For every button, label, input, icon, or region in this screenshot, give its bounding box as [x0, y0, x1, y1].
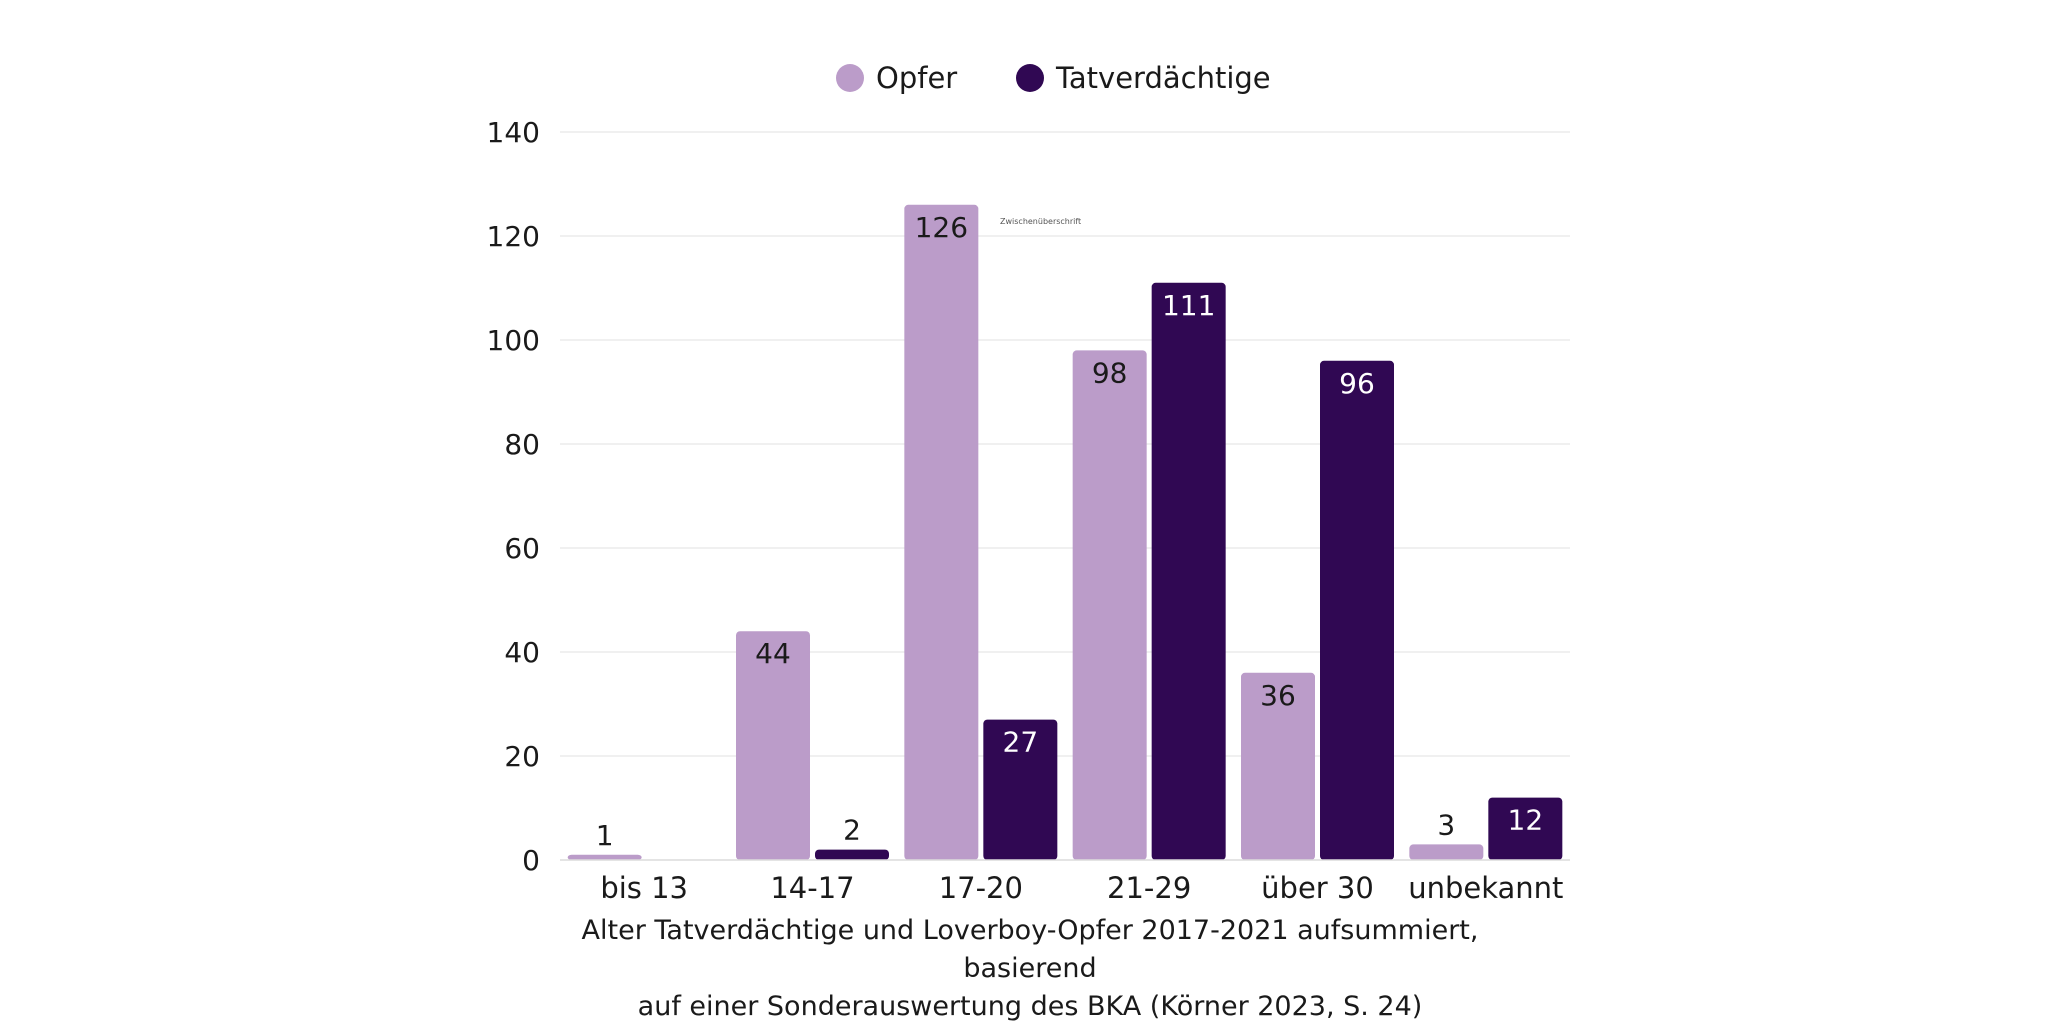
- bar-opfer-3: [904, 204, 979, 861]
- bar-opfer-5: [1241, 672, 1315, 860]
- caption-line-1: Alter Tatverdächtige und Loverboy-Opfer …: [581, 915, 1479, 984]
- data-label-opfer: 98: [1092, 356, 1128, 389]
- y-tick-label: 40: [504, 636, 540, 669]
- x-tick-label: über 30: [1261, 871, 1374, 905]
- bar-tatverd-chtige-6: [1488, 797, 1563, 860]
- x-tick-label: 14-17: [770, 871, 854, 905]
- chart-caption: Alter Tatverdächtige und Loverboy-Opfer …: [540, 912, 1520, 1026]
- data-label-opfer: 44: [755, 637, 791, 670]
- bar-tatverd-chtige-4: [1151, 282, 1226, 860]
- legend-label-tatverd-chtige: Tatverdächtige: [1055, 61, 1271, 95]
- x-tick-label: 17-20: [939, 871, 1023, 905]
- legend-marker-tatverd-chtige: [1016, 64, 1044, 92]
- bar-tatverd-chtige-2: [815, 849, 889, 860]
- legend-marker-opfer: [836, 64, 864, 92]
- x-tick-label: 21-29: [1107, 871, 1191, 905]
- chart-annotation: Zwischenüberschrift: [1000, 217, 1081, 226]
- y-tick-label: 20: [504, 740, 540, 773]
- y-tick-label: 80: [504, 428, 540, 461]
- data-label-opfer: 3: [1437, 808, 1455, 841]
- x-tick-label: bis 13: [600, 871, 688, 905]
- y-tick-label: 60: [504, 532, 540, 565]
- bar-tatverd-chtige-5: [1320, 360, 1394, 860]
- bar-opfer-1: [567, 854, 642, 860]
- data-label-tatverd-chtige: 2: [843, 814, 861, 847]
- y-tick-label: 140: [487, 116, 540, 149]
- data-label-tatverd-chtige: 12: [1508, 804, 1544, 837]
- data-label-opfer: 36: [1260, 679, 1296, 712]
- bar-opfer-4: [1072, 350, 1147, 860]
- bar-opfer-2: [736, 631, 810, 860]
- data-label-tatverd-chtige: 111: [1162, 289, 1215, 322]
- bar-opfer-6: [1409, 844, 1484, 860]
- data-label-opfer: 1: [596, 819, 614, 852]
- legend-label-opfer: Opfer: [876, 61, 957, 95]
- data-label-tatverd-chtige: 27: [1003, 726, 1039, 759]
- y-tick-label: 0: [522, 844, 540, 877]
- data-label-tatverd-chtige: 96: [1339, 367, 1375, 400]
- y-tick-label: 100: [487, 324, 540, 357]
- x-tick-label: unbekannt: [1408, 871, 1563, 905]
- y-tick-label: 120: [487, 220, 540, 253]
- bar-tatverd-chtige-3: [983, 719, 1058, 860]
- data-label-opfer: 126: [915, 211, 968, 244]
- caption-line-2: auf einer Sonderauswertung des BKA (Körn…: [637, 991, 1423, 1022]
